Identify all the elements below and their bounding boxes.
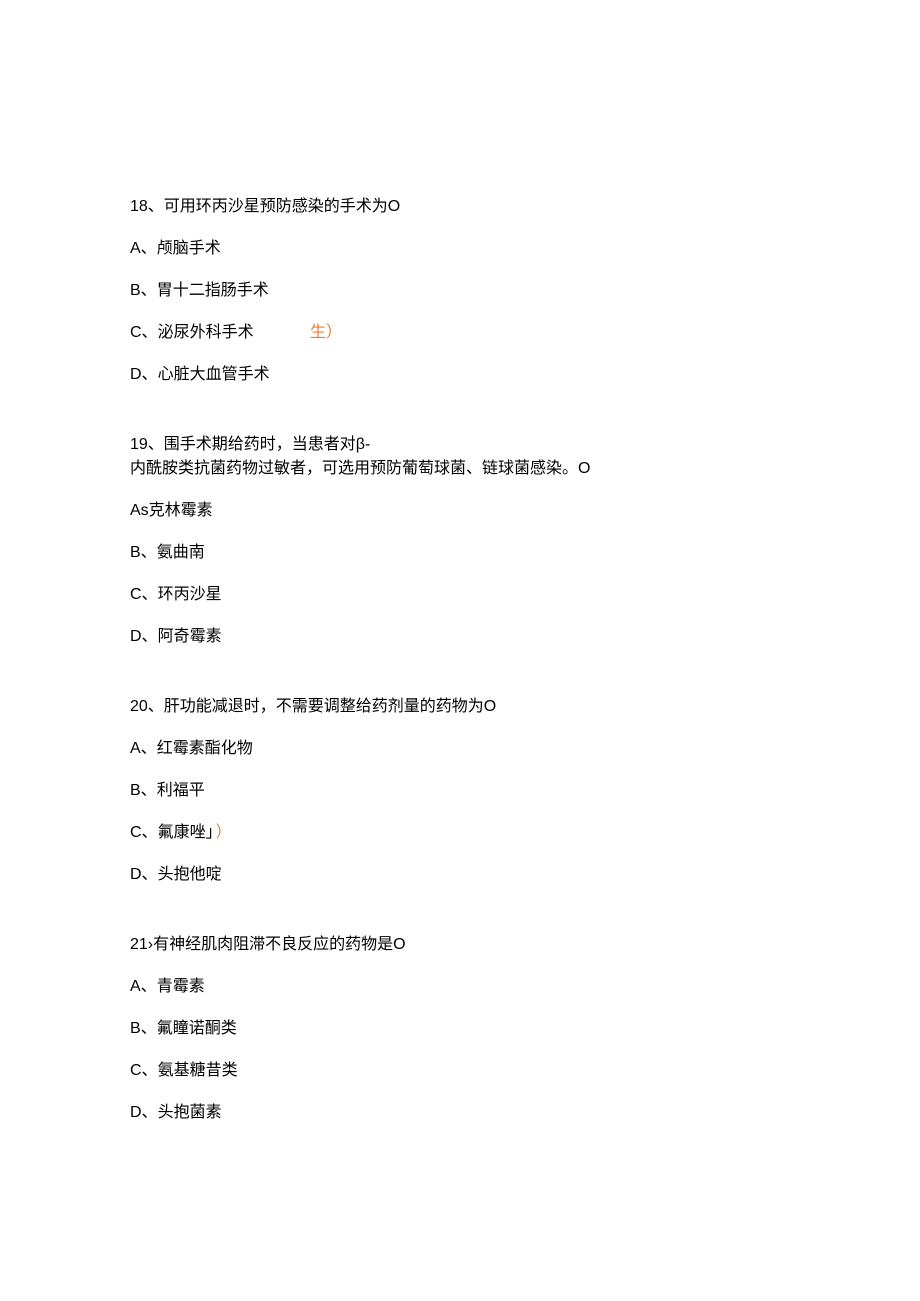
option-label: C、: [130, 586, 158, 603]
annotation-text: 生）: [310, 321, 342, 345]
question-21: 21›有神经肌肉阻滞不良反应的药物是O A、青霉素 B、氟瞳诺酮类 C、氨基糖昔…: [130, 933, 790, 1125]
question-18: 18、可用环丙沙星预防感染的手术为O A、颅脑手术 B、胃十二指肠手术 C、泌尿…: [130, 195, 790, 387]
option-label: B、: [130, 1020, 157, 1037]
annotation-text: ）: [216, 824, 232, 841]
option-label: D、: [130, 628, 158, 645]
option-text: 环丙沙星: [158, 586, 222, 603]
option-label: C、: [130, 324, 158, 341]
option-label: D、: [130, 1104, 158, 1121]
option-text: 颅脑手术: [157, 240, 221, 257]
option-label: D、: [130, 866, 158, 883]
option-text: 氨曲南: [157, 544, 205, 561]
option-label: A、: [130, 978, 157, 995]
question-19: 19、围手术期给药时，当患者对β- 内酰胺类抗菌药物过敏者，可选用预防葡萄球菌、…: [130, 433, 790, 649]
option-b: B、氟瞳诺酮类: [130, 1017, 790, 1041]
option-text: 胃十二指肠手术: [157, 282, 269, 299]
option-text: 克林霉素: [149, 502, 213, 519]
option-label: B、: [130, 782, 157, 799]
option-d: D、心脏大血管手术: [130, 363, 790, 387]
question-stem: 19、围手术期给药时，当患者对β- 内酰胺类抗菌药物过敏者，可选用预防葡萄球菌、…: [130, 433, 790, 481]
option-a: A、青霉素: [130, 975, 790, 999]
option-text: 头抱菌素: [158, 1104, 222, 1121]
option-text: 红霉素酯化物: [157, 740, 253, 757]
option-d: D、头抱他啶: [130, 863, 790, 887]
stem-line: 19、围手术期给药时，当患者对β-: [130, 433, 790, 457]
option-text: 氟康唑」: [158, 824, 214, 841]
option-text: 青霉素: [157, 978, 205, 995]
question-stem: 20、肝功能减退时，不需要调整给药剂量的药物为O: [130, 695, 790, 719]
stem-line: 20、肝功能减退时，不需要调整给药剂量的药物为O: [130, 695, 790, 719]
option-c: C、氨基糖昔类: [130, 1059, 790, 1083]
option-d: D、阿奇霉素: [130, 625, 790, 649]
option-label: As: [130, 502, 149, 519]
option-label: B、: [130, 282, 157, 299]
option-text: 利福平: [157, 782, 205, 799]
option-label: D、: [130, 366, 158, 383]
option-text: 氨基糖昔类: [158, 1062, 238, 1079]
option-d: D、头抱菌素: [130, 1101, 790, 1125]
option-b: B、利福平: [130, 779, 790, 803]
stem-line: 21›有神经肌肉阻滞不良反应的药物是O: [130, 933, 790, 957]
exam-page: 18、可用环丙沙星预防感染的手术为O A、颅脑手术 B、胃十二指肠手术 C、泌尿…: [0, 0, 920, 1271]
option-label: A、: [130, 240, 157, 257]
question-stem: 18、可用环丙沙星预防感染的手术为O: [130, 195, 790, 219]
option-label: C、: [130, 1062, 158, 1079]
stem-line: 内酰胺类抗菌药物过敏者，可选用预防葡萄球菌、链球菌感染。O: [130, 457, 790, 481]
option-text: 氟瞳诺酮类: [157, 1020, 237, 1037]
option-a: A、红霉素酯化物: [130, 737, 790, 761]
option-label: C、: [130, 824, 158, 841]
option-label: A、: [130, 740, 157, 757]
stem-line: 18、可用环丙沙星预防感染的手术为O: [130, 195, 790, 219]
option-text: 阿奇霉素: [158, 628, 222, 645]
option-text: 泌尿外科手术: [158, 324, 254, 341]
option-a: A、颅脑手术: [130, 237, 790, 261]
option-label: B、: [130, 544, 157, 561]
option-b: B、胃十二指肠手术: [130, 279, 790, 303]
option-c: C、泌尿外科手术 生）: [130, 321, 790, 345]
question-stem: 21›有神经肌肉阻滞不良反应的药物是O: [130, 933, 790, 957]
option-c: C、氟康唑」）: [130, 821, 790, 845]
option-b: B、氨曲南: [130, 541, 790, 565]
question-20: 20、肝功能减退时，不需要调整给药剂量的药物为O A、红霉素酯化物 B、利福平 …: [130, 695, 790, 887]
option-text: 心脏大血管手术: [158, 366, 270, 383]
option-c: C、环丙沙星: [130, 583, 790, 607]
option-a: As克林霉素: [130, 499, 790, 523]
option-text: 头抱他啶: [158, 866, 222, 883]
